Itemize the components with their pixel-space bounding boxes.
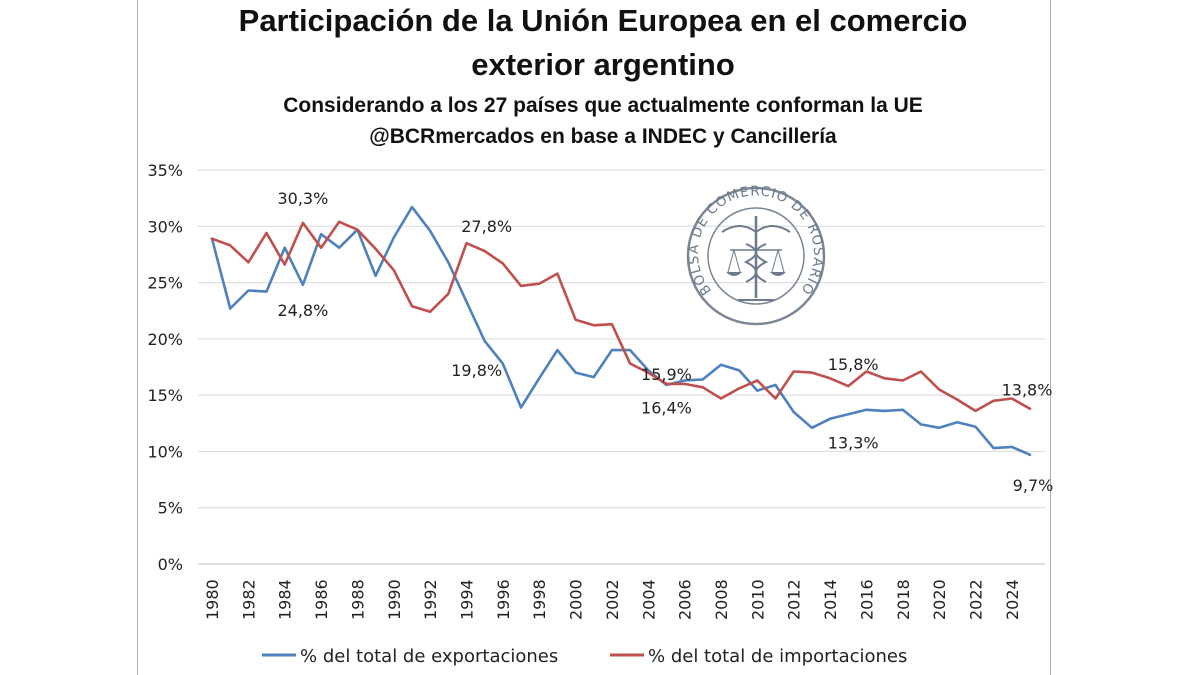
x-tick-label: 1980 [203, 579, 222, 620]
data-label: 30,3% [277, 189, 328, 208]
x-tick-label: 1992 [421, 579, 440, 620]
x-tick-label: 1998 [530, 579, 549, 620]
data-label: 9,7% [1013, 476, 1054, 495]
x-tick-label: 2006 [676, 579, 695, 620]
y-axis-ticks: 0% 5% 10% 15% 20% 25% 30% 35% [147, 161, 183, 574]
data-label: 27,8% [461, 217, 512, 236]
data-label: 16,4% [641, 398, 692, 417]
x-tick-label: 2004 [639, 579, 658, 620]
x-tick-label: 2000 [567, 579, 586, 620]
chart-legend: % del total de exportaciones % del total… [262, 646, 907, 667]
x-tick-label: 1994 [457, 579, 476, 620]
data-label: 15,8% [828, 355, 879, 374]
x-tick-label: 2022 [966, 579, 985, 620]
y-tick-label: 35% [147, 161, 183, 180]
data-label: 19,8% [451, 361, 502, 380]
y-tick-label: 25% [147, 274, 183, 293]
x-tick-label: 1988 [348, 579, 367, 620]
y-tick-label: 20% [147, 330, 183, 349]
data-label: 24,8% [277, 301, 328, 320]
x-tick-label: 2008 [712, 579, 731, 620]
x-tick-label: 2020 [930, 579, 949, 620]
grid-lines [198, 169, 1045, 565]
x-tick-label: 2010 [748, 579, 767, 620]
x-tick-label: 2002 [603, 579, 622, 620]
chart-title-line-1: Participación de la Unión Europea en el … [239, 3, 968, 38]
chart-title-line-2: exterior argentino [471, 47, 735, 82]
x-tick-label: 2016 [857, 579, 876, 620]
data-annotations: 30,3% 24,8% 27,8% 19,8% 15,9% 16,4% 15,8% 13,3%… [277, 189, 1053, 495]
data-label: 15,9% [641, 365, 692, 384]
series-line-exportaciones [210, 205, 1032, 457]
legend-label-exportaciones: % del total de exportaciones [300, 646, 558, 667]
y-tick-label: 15% [147, 386, 183, 405]
series-lines [210, 205, 1032, 457]
series-line-importaciones [210, 220, 1032, 413]
y-tick-label: 10% [147, 442, 183, 461]
bolsa-de-comercio-logo: BOLSA DE COMERCIO DE ROSARIO [686, 183, 826, 326]
y-tick-label: 5% [158, 499, 183, 518]
x-tick-label: 2018 [894, 579, 913, 620]
legend-label-importaciones: % del total de importaciones [648, 646, 907, 667]
x-tick-label: 2024 [1003, 579, 1022, 620]
x-tick-label: 1984 [276, 579, 295, 620]
x-tick-label: 1986 [312, 579, 331, 620]
x-axis-ticks: 1980 1982 1984 1986 1988 1990 1992 1994 1996 1998… [203, 579, 1022, 620]
y-tick-label: 0% [158, 555, 183, 574]
chart-subtitle-line-2: @BCRmercados en base a INDEC y Canciller… [369, 125, 837, 148]
x-tick-label: 1990 [385, 579, 404, 620]
x-tick-label: 1982 [239, 579, 258, 620]
x-tick-label: 2014 [821, 579, 840, 620]
y-tick-label: 30% [147, 217, 183, 236]
x-tick-label: 1996 [494, 579, 513, 620]
data-label: 13,3% [828, 433, 879, 452]
x-tick-label: 2012 [785, 579, 804, 620]
data-label: 13,8% [1002, 381, 1053, 400]
chart-subtitle-line-1: Considerando a los 27 países que actualm… [283, 94, 923, 117]
